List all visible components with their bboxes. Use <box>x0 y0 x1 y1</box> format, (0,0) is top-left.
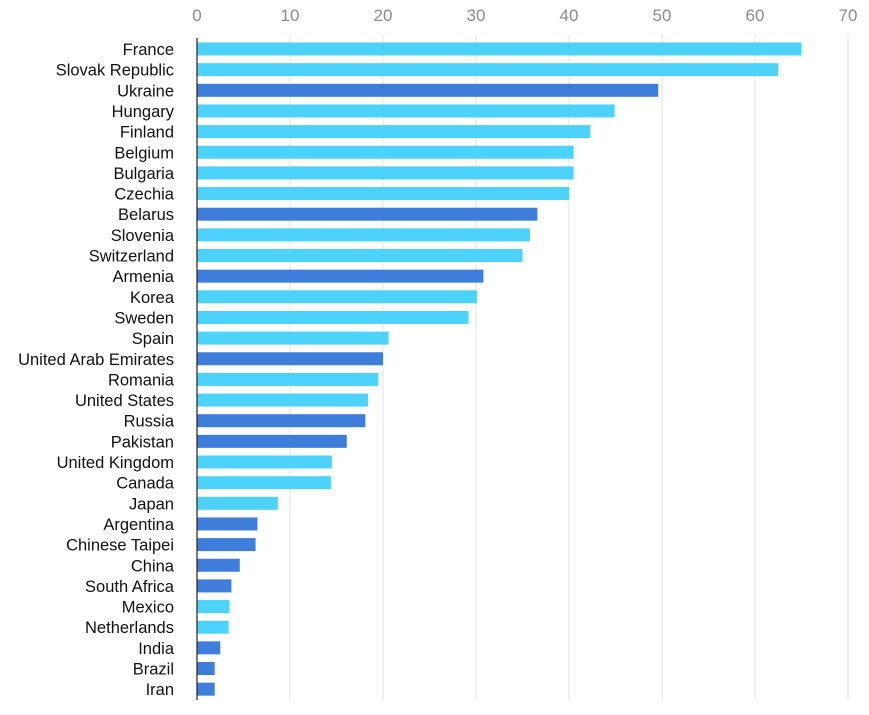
bar-hungary <box>197 104 615 118</box>
x-axis-ticks: 0 10 20 30 40 50 60 70 <box>192 6 857 25</box>
category-label: United States <box>75 392 174 410</box>
x-tick-label: 70 <box>839 6 858 25</box>
category-label: Spain <box>132 330 174 348</box>
x-tick-label: 30 <box>467 6 486 25</box>
bar-mexico <box>197 600 230 614</box>
category-label: India <box>138 640 175 658</box>
category-labels: France Slovak Republic Ukraine Hungary Finla… <box>18 41 175 699</box>
bar-india <box>197 641 221 655</box>
bar-united-states <box>197 393 369 407</box>
bar-netherlands <box>197 620 229 634</box>
bar-slovak-republic <box>197 63 779 77</box>
category-label: United Kingdom <box>57 454 174 472</box>
x-tick-label: 50 <box>653 6 672 25</box>
category-label: Finland <box>120 124 174 142</box>
bar-sweden <box>197 310 469 324</box>
category-label: China <box>131 557 175 575</box>
bar-iran <box>197 682 215 696</box>
category-label: Belgium <box>114 144 174 162</box>
category-label: Brazil <box>133 661 174 679</box>
bar-canada <box>197 476 331 490</box>
bar-argentina <box>197 517 258 531</box>
bar-united-kingdom <box>197 455 332 469</box>
bar-korea <box>197 290 477 304</box>
x-tick-label: 20 <box>374 6 393 25</box>
category-label: Ukraine <box>117 82 174 100</box>
bar-slovenia <box>197 228 530 242</box>
bar-czechia <box>197 187 569 201</box>
category-label: Armenia <box>113 268 175 286</box>
category-label: Sweden <box>114 309 174 327</box>
category-label: Slovenia <box>111 227 175 245</box>
bar-chinese-taipei <box>197 538 256 552</box>
bar-brazil <box>197 662 215 675</box>
category-label: Russia <box>124 413 175 431</box>
bar-belarus <box>197 207 538 221</box>
category-label: South Africa <box>85 578 175 596</box>
bar-romania <box>197 372 379 386</box>
category-label: Canada <box>116 475 175 493</box>
bar-finland <box>197 125 591 139</box>
category-label: Switzerland <box>89 248 174 266</box>
bar-france <box>197 42 802 56</box>
bar-ukraine <box>197 83 659 97</box>
bar-south-africa <box>197 579 232 593</box>
bar-china <box>197 558 240 572</box>
category-label: Iran <box>146 681 174 699</box>
category-label: Netherlands <box>85 619 174 637</box>
category-label: Hungary <box>112 103 175 121</box>
category-label: Argentina <box>103 516 174 534</box>
category-label: Belarus <box>118 206 174 224</box>
category-label: Pakistan <box>111 433 174 451</box>
bar-armenia <box>197 269 484 283</box>
bar-united-arab-emirates <box>197 352 383 366</box>
category-label: Japan <box>129 495 174 513</box>
category-label: Mexico <box>122 599 174 617</box>
category-label: United Arab Emirates <box>18 351 174 369</box>
bar-russia <box>197 414 366 428</box>
bar-japan <box>197 496 278 510</box>
category-label: Chinese Taipei <box>66 537 174 555</box>
bar-bulgaria <box>197 166 574 180</box>
x-tick-label: 0 <box>192 6 201 25</box>
category-label: Czechia <box>114 186 174 204</box>
grid <box>289 34 849 700</box>
category-label: Romania <box>108 371 175 389</box>
bar-switzerland <box>197 249 523 262</box>
bars <box>197 42 802 696</box>
bar-pakistan <box>197 434 347 448</box>
bar-belgium <box>197 145 574 159</box>
category-label: France <box>123 41 174 59</box>
category-label: Slovak Republic <box>56 62 174 80</box>
category-label: Bulgaria <box>113 165 174 183</box>
x-tick-label: 40 <box>560 6 579 25</box>
category-label: Korea <box>130 289 175 307</box>
x-tick-label: 60 <box>746 6 765 25</box>
x-tick-label: 10 <box>281 6 300 25</box>
bar-spain <box>197 331 389 345</box>
